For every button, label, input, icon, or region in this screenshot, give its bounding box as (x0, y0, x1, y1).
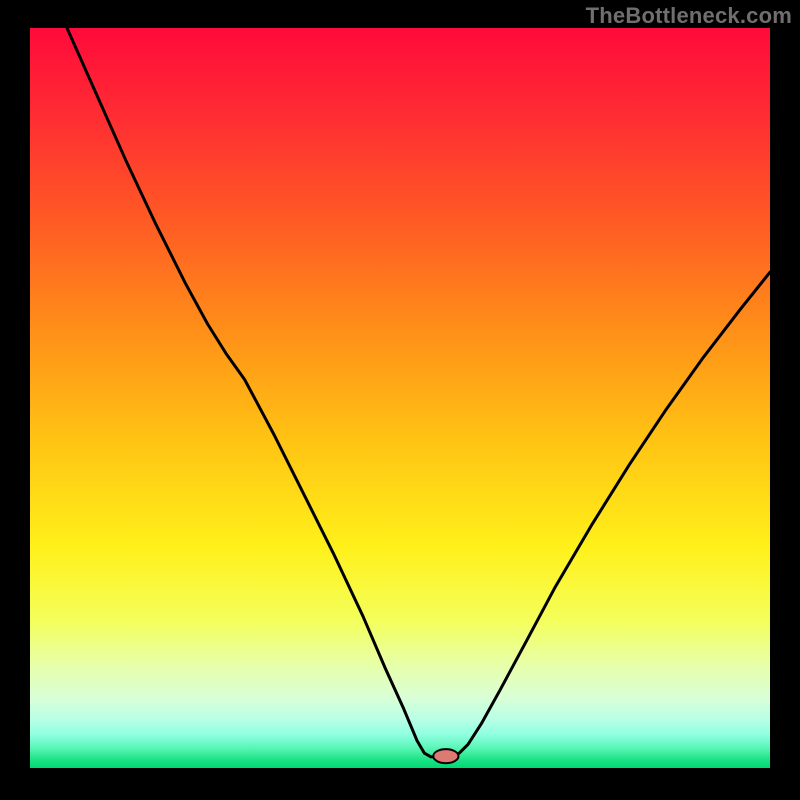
watermark-text: TheBottleneck.com (586, 3, 792, 29)
plot-background (30, 28, 770, 768)
optimum-marker (433, 749, 458, 763)
bottleneck-chart (0, 0, 800, 800)
chart-stage: TheBottleneck.com (0, 0, 800, 800)
